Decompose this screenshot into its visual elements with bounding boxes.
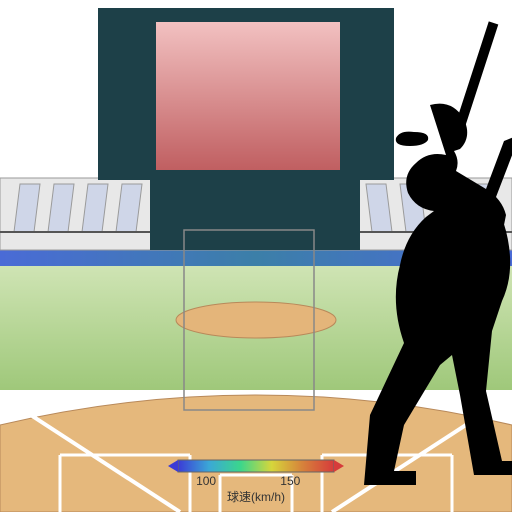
speed-legend — [168, 460, 344, 472]
scene-svg — [0, 0, 512, 512]
pitchers-mound — [176, 302, 336, 338]
legend-title: 球速(km/h) — [216, 488, 296, 505]
legend-tick-100: 100 — [191, 474, 221, 488]
legend-colorbar — [178, 460, 334, 472]
legend-tick-150: 150 — [275, 474, 305, 488]
pitch-location-diagram: 100 150 球速(km/h) — [0, 0, 512, 512]
scoreboard-screen — [156, 22, 340, 170]
scoreboard-base — [150, 180, 360, 250]
